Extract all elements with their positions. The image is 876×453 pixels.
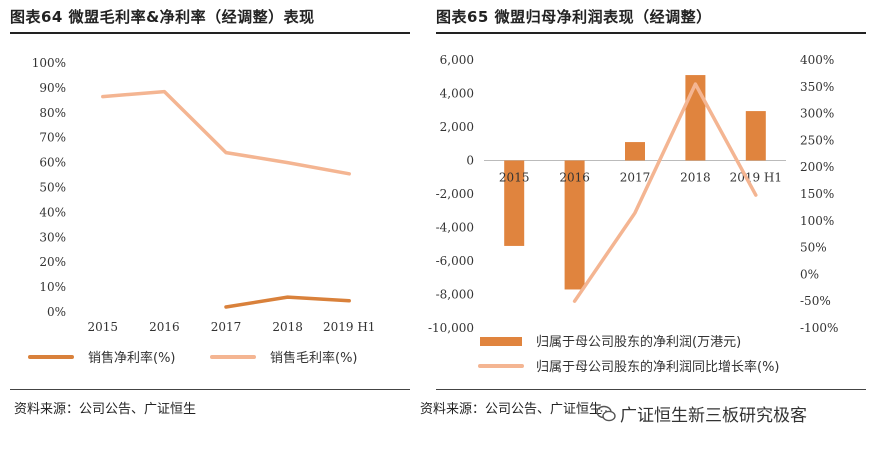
right-figure-title: 图表65 微盟归母净利润表现（经调整）	[436, 8, 712, 26]
y-right-tick-label: -50%	[800, 294, 831, 308]
watermark: 广证恒生新三板研究极客	[596, 401, 807, 426]
y-right-tick-label: 100%	[800, 214, 834, 228]
x-tick-label: 2017	[211, 320, 242, 334]
x-tick-label: 2019 H1	[730, 171, 782, 185]
legend-label-line: 归属于母公司股东的净利润同比增长率(%)	[536, 359, 780, 375]
y-left-tick-label: -10,000	[428, 321, 474, 335]
legend-label-bar: 归属于母公司股东的净利润(万港元)	[536, 334, 741, 350]
series-line-2	[101, 89, 351, 176]
left-source-rule	[10, 389, 410, 390]
series-line-1	[224, 295, 351, 309]
x-tick-label: 2015	[88, 320, 119, 334]
y-left-tick-label: 4,000	[440, 87, 474, 101]
bar	[504, 160, 525, 246]
y-right-tick-label: 300%	[800, 107, 834, 121]
y-left-tick-label: 2,000	[440, 120, 474, 134]
growth-line	[572, 82, 758, 303]
y-right-tick-label: 400%	[800, 53, 834, 67]
y-left-tick-label: 0	[466, 154, 474, 168]
x-tick-label: 2017	[620, 171, 651, 185]
y-tick-label: 80%	[39, 106, 66, 120]
y-tick-label: 60%	[39, 156, 66, 170]
y-right-tick-label: 200%	[800, 160, 834, 174]
right-chart: -10,000 -8,000 -6,000 -4,000 -2,000 0 2,000 4,0…	[428, 53, 838, 375]
y-left-tick-label: 6,000	[440, 53, 474, 67]
y-tick-label: 30%	[39, 230, 66, 244]
legend-label-1: 销售净利率(%)	[88, 350, 176, 366]
legend-label-2: 销售毛利率(%)	[270, 350, 358, 366]
y-tick-label: 70%	[39, 131, 66, 145]
x-tick-label: 2018	[272, 320, 303, 334]
legend-swatch-bar	[480, 337, 522, 346]
left-source-note: 资料来源：公司公告、广证恒生	[14, 402, 197, 417]
y-right-tick-label: 250%	[800, 133, 834, 147]
y-left-tick-label: -8,000	[436, 288, 474, 302]
right-source-rule	[436, 389, 866, 390]
x-tick-label: 2018	[680, 171, 711, 185]
watermark-text: 广证恒生新三板研究极客	[620, 406, 807, 426]
right-source-note: 资料来源：公司公告、广证恒生	[420, 402, 603, 417]
y-tick-label: 50%	[39, 181, 66, 195]
bar	[625, 142, 645, 161]
y-tick-label: 100%	[32, 56, 66, 70]
y-right-tick-label: 0%	[800, 267, 819, 281]
x-tick-label: 2019 H1	[323, 320, 375, 334]
y-tick-label: 0%	[47, 305, 66, 319]
bar	[745, 111, 766, 161]
y-left-tick-label: -2,000	[436, 187, 474, 201]
x-tick-label: 2015	[499, 171, 530, 185]
y-tick-label: 10%	[39, 280, 66, 294]
left-chart: 0% 10% 20% 30% 40% 50% 60% 70% 80% 90% 100% 2015 201…	[28, 56, 375, 366]
y-left-tick-label: -4,000	[436, 221, 474, 235]
y-tick-label: 90%	[39, 81, 66, 95]
y-right-tick-label: 50%	[800, 241, 827, 255]
y-right-tick-label: 150%	[800, 187, 834, 201]
x-tick-label: 2016	[149, 320, 180, 334]
y-left-tick-label: -6,000	[436, 254, 474, 268]
y-tick-label: 40%	[39, 205, 66, 219]
left-figure-title: 图表64 微盟毛利率&净利率（经调整）表现	[10, 8, 315, 26]
right-title-rule	[436, 32, 866, 34]
left-title-rule	[10, 32, 410, 34]
y-tick-label: 20%	[39, 255, 66, 269]
wechat-icon	[596, 405, 616, 421]
bar	[564, 160, 585, 290]
y-right-tick-label: -100%	[800, 321, 838, 335]
y-right-tick-label: 350%	[800, 80, 834, 94]
x-tick-label: 2016	[559, 171, 590, 185]
